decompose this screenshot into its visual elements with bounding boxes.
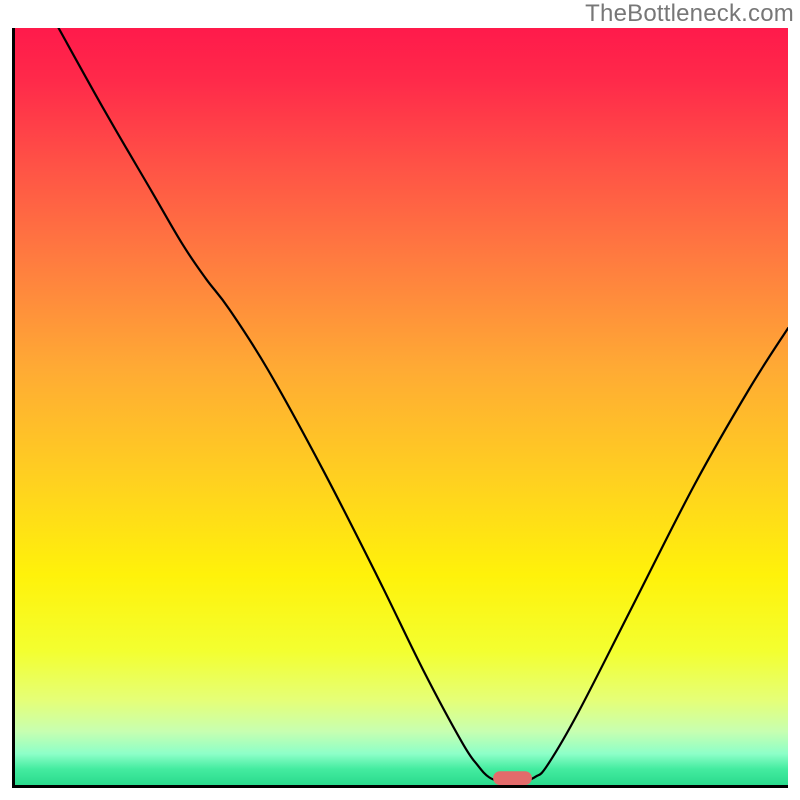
chart-svg xyxy=(12,28,788,788)
bottleneck-chart xyxy=(12,28,788,788)
watermark-text: TheBottleneck.com xyxy=(585,0,794,28)
chart-frame: TheBottleneck.com xyxy=(0,0,800,800)
gradient-background xyxy=(12,28,788,788)
minimum-pill xyxy=(493,771,532,785)
